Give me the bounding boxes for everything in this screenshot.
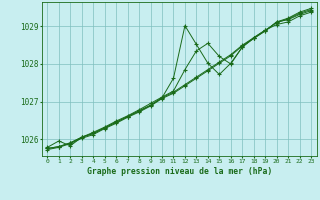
X-axis label: Graphe pression niveau de la mer (hPa): Graphe pression niveau de la mer (hPa) xyxy=(87,167,272,176)
